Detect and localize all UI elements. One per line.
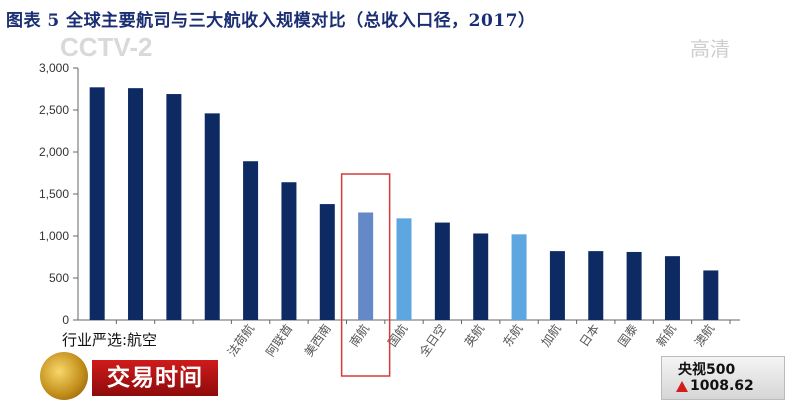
category-label: 美西南 — [301, 321, 334, 359]
channel-watermark: CCTV-2 — [60, 32, 153, 62]
y-tick-label: 1,500 — [39, 187, 69, 201]
y-tick-label: 2,000 — [39, 145, 69, 159]
y-tick-label: 0 — [62, 313, 69, 327]
bar — [319, 204, 335, 320]
category-label: 阿联酋 — [262, 321, 295, 359]
category-label: 南航 — [346, 321, 372, 349]
y-tick-label: 2,500 — [39, 103, 69, 117]
chart-title: 图表 5 全球主要航司与三大航收入规模对比（总收入口径，2017） — [6, 11, 536, 31]
ticker-value: 1008.62 — [690, 378, 754, 394]
globe-icon — [40, 352, 88, 400]
bar — [128, 88, 144, 320]
category-label: 日本 — [577, 322, 602, 350]
hd-watermark: 高清 — [690, 37, 730, 61]
category-label: 国泰 — [615, 322, 640, 350]
category-label: 国航 — [384, 321, 410, 349]
bar — [511, 234, 527, 320]
y-tick-label: 1,000 — [39, 229, 69, 243]
category-label: 新航 — [653, 321, 679, 349]
y-tick-label: 3,000 — [39, 61, 69, 75]
bar — [434, 222, 450, 320]
bar — [281, 182, 297, 320]
y-tick-label: 500 — [49, 271, 69, 285]
bar — [549, 251, 565, 320]
bar — [204, 113, 220, 320]
bar — [626, 251, 642, 320]
bar — [473, 233, 489, 320]
bar — [664, 256, 680, 320]
category-label: 法荷航 — [224, 321, 257, 359]
bar — [358, 212, 374, 320]
category-label: 英航 — [461, 321, 487, 349]
bar — [243, 161, 259, 320]
program-name: 交易时间 — [92, 360, 218, 396]
ticker-name: 央视500 — [678, 362, 736, 378]
bar — [396, 218, 412, 320]
highlight-box — [340, 173, 391, 377]
category-label: 澳航 — [691, 321, 717, 349]
bar — [166, 94, 182, 320]
bar — [89, 87, 105, 320]
index-ticker: 央视500 1008.62 — [661, 356, 785, 400]
bar — [588, 251, 604, 320]
segment-tag: 行业严选:航空 — [58, 330, 162, 350]
category-label: 全日空 — [416, 321, 449, 359]
category-label: 加航 — [538, 321, 564, 349]
category-label: 东航 — [499, 321, 525, 349]
bar — [703, 270, 719, 320]
up-arrow-icon — [676, 381, 688, 392]
